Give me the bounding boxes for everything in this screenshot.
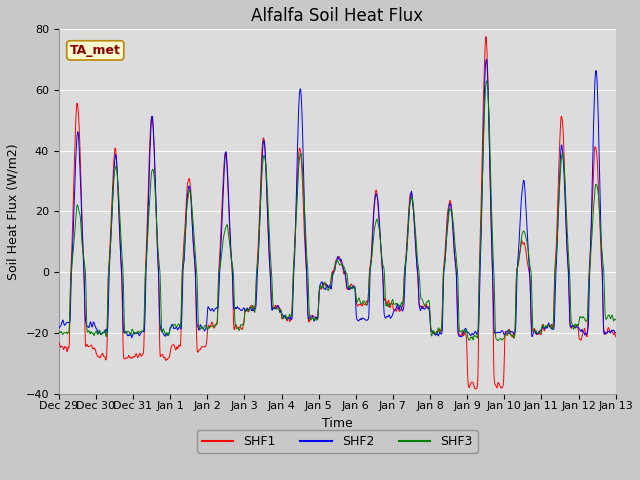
Title: Alfalfa Soil Heat Flux: Alfalfa Soil Heat Flux bbox=[251, 7, 423, 25]
Text: TA_met: TA_met bbox=[70, 44, 121, 57]
Legend: SHF1, SHF2, SHF3: SHF1, SHF2, SHF3 bbox=[196, 430, 477, 453]
Y-axis label: Soil Heat Flux (W/m2): Soil Heat Flux (W/m2) bbox=[7, 143, 20, 280]
X-axis label: Time: Time bbox=[322, 417, 353, 430]
